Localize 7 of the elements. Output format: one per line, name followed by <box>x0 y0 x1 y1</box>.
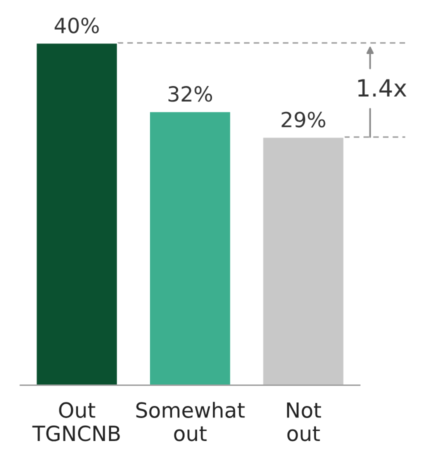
x-tick-label: Not out <box>287 402 322 442</box>
annotation: 1.4x <box>358 79 406 97</box>
x-tick-label: Somewhat out <box>136 402 245 442</box>
data-label: 29% <box>282 112 326 128</box>
data-label: 40% <box>54 18 99 34</box>
x-tick-label: Out TGNCNB <box>32 402 120 442</box>
data-label: 32% <box>168 86 212 102</box>
